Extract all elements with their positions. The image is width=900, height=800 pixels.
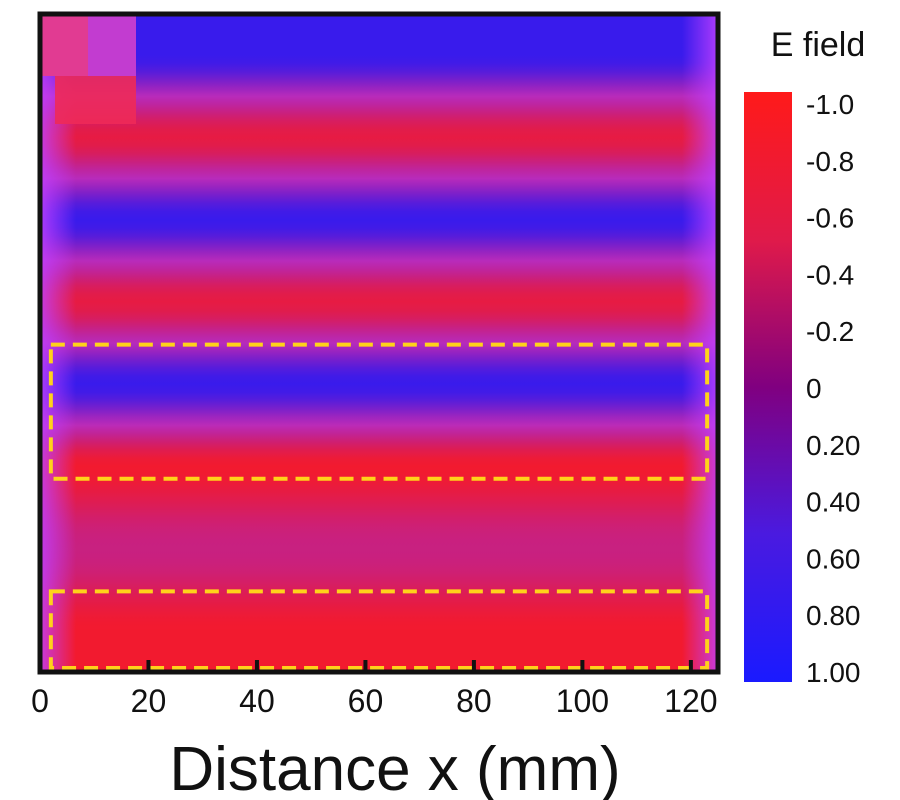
highlight-boxes — [48, 342, 710, 671]
colorbar-tick-label-8: 0.60 — [806, 543, 861, 574]
colorbar-tick-label-7: 0.40 — [806, 487, 861, 518]
corner-inset-artifact — [42, 16, 136, 124]
colorbar-tick-label-2: -0.6 — [806, 203, 854, 234]
highlight-box-2 — [48, 589, 710, 671]
x-axis-label: Distance x (mm) — [169, 735, 620, 800]
colorbar: E field -1.0 -0.8 -0.6 -0.4 -0.2 0 0.20 0.40 0.6… — [744, 26, 865, 688]
x-tick-label-80: 80 — [456, 683, 492, 719]
x-tick-labels: 0 20 40 60 80 100 120 — [31, 683, 717, 719]
colorbar-tick-label-9: 0.80 — [806, 600, 861, 631]
colorbar-scale — [744, 92, 792, 682]
x-tick-label-100: 100 — [556, 683, 609, 719]
plot-border — [37, 11, 721, 675]
x-axis: 0 20 40 60 80 100 120 Distance x (mm) — [31, 660, 718, 800]
x-tick-label-0: 0 — [31, 683, 49, 719]
colorbar-tick-label-4: -0.2 — [806, 316, 854, 347]
inset-lower-patch — [55, 76, 136, 124]
x-tick-marks — [38, 660, 693, 672]
colorbar-tick-label-3: -0.4 — [806, 259, 854, 290]
colorbar-tick-label-1: -0.8 — [806, 146, 854, 177]
colorbar-tick-label-0: -1.0 — [806, 89, 854, 120]
heatmap-plot-area — [37, 11, 721, 675]
colorbar-tick-label-5: 0 — [806, 373, 822, 404]
x-tick-label-40: 40 — [239, 683, 275, 719]
x-tick-label-20: 20 — [131, 683, 167, 719]
colorbar-tick-label-6: 0.20 — [806, 430, 861, 461]
colorbar-ticks: -1.0 -0.8 -0.6 -0.4 -0.2 0 0.20 0.40 0.60 0.80 1.0… — [806, 89, 861, 688]
inset-red-patch — [42, 16, 88, 76]
colorbar-tick-label-10: 1.00 — [806, 657, 861, 688]
x-tick-label-60: 60 — [348, 683, 384, 719]
x-tick-label-120: 120 — [664, 683, 717, 719]
colorbar-title: E field — [771, 26, 866, 64]
